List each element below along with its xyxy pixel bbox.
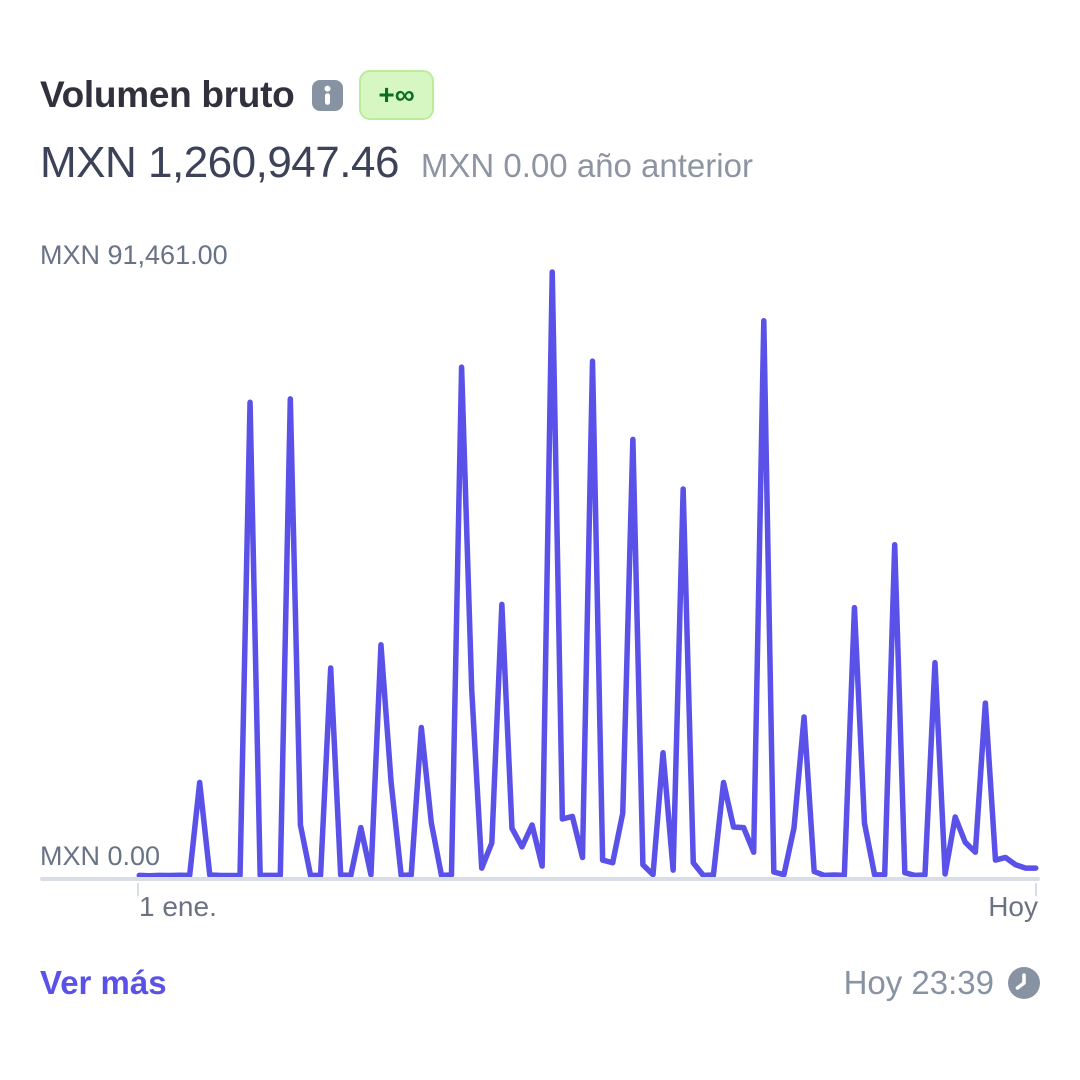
y-axis-min-label: MXN 0.00 (40, 841, 161, 871)
last-updated-status: Hoy 23:39 (844, 964, 1040, 1002)
x-axis-start-label: 1 ene. (139, 891, 217, 922)
chart-line (136, 269, 1039, 879)
x-axis-tick-end (1035, 883, 1037, 896)
growth-badge: +∞ (359, 70, 434, 120)
amount-row: MXN 1,260,947.46 MXN 0.00 año anterior (40, 138, 753, 188)
card-header: Volumen bruto +∞ (40, 70, 434, 120)
x-axis-tick-start (137, 883, 139, 896)
growth-badge-label: +∞ (378, 79, 415, 110)
current-amount: MXN 1,260,947.46 (40, 138, 399, 187)
card-title: Volumen bruto (40, 74, 295, 115)
y-axis-max-label: MXN 91,461.00 (40, 240, 228, 270)
see-more-link[interactable]: Ver más (40, 964, 167, 1001)
info-icon[interactable] (312, 79, 344, 111)
gross-volume-line-chart[interactable] (136, 269, 1039, 879)
x-axis-baseline (40, 877, 1040, 881)
x-axis-end-label: Hoy (988, 891, 1038, 922)
previous-period-amount: MXN 0.00 año anterior (420, 147, 753, 184)
clock-icon (1008, 967, 1040, 999)
last-updated-time: Hoy 23:39 (843, 964, 994, 1001)
